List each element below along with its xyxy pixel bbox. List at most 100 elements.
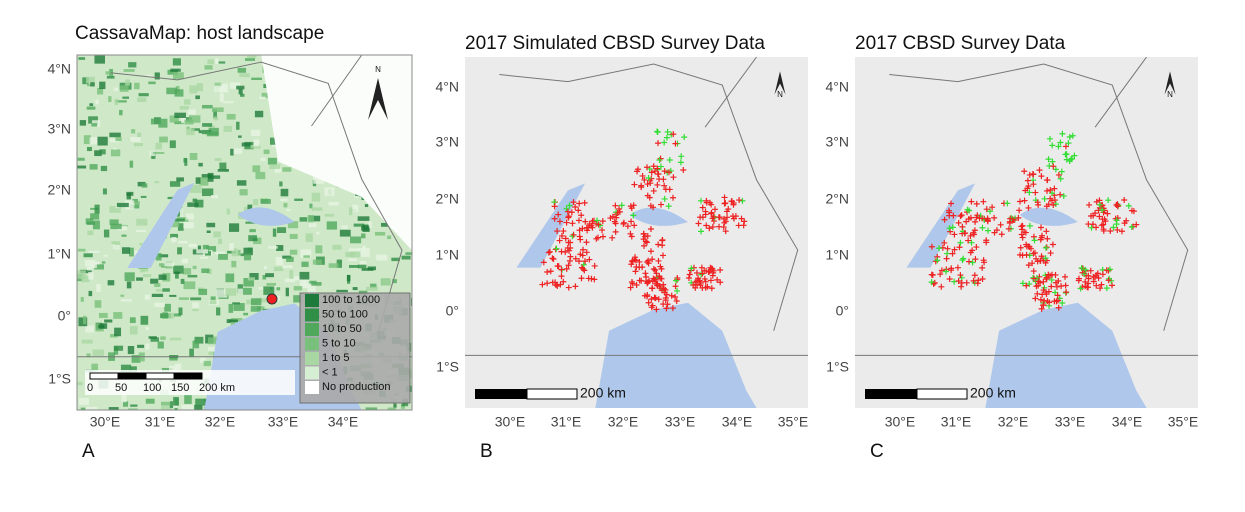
host-cell xyxy=(168,312,174,319)
survey-point xyxy=(566,202,573,209)
host-cell xyxy=(229,243,234,251)
host-cell xyxy=(210,296,216,302)
survey-point xyxy=(630,212,637,219)
survey-point xyxy=(663,305,670,312)
host-cell xyxy=(150,278,159,284)
survey-point xyxy=(1110,224,1117,231)
survey-point xyxy=(1099,207,1106,213)
host-cell xyxy=(79,120,87,126)
survey-point xyxy=(698,271,705,278)
survey-point xyxy=(556,237,563,244)
survey-point xyxy=(632,268,639,275)
survey-point xyxy=(633,281,640,288)
survey-point xyxy=(722,228,729,235)
host-cell xyxy=(181,258,189,264)
host-cell xyxy=(108,96,112,103)
survey-point xyxy=(644,181,651,188)
host-cell xyxy=(226,208,231,215)
survey-point xyxy=(1031,275,1038,282)
scale-bar-black xyxy=(475,389,527,399)
host-cell xyxy=(225,273,235,283)
survey-point xyxy=(1032,189,1039,196)
host-cell xyxy=(154,72,160,80)
host-cell xyxy=(175,85,180,93)
survey-point xyxy=(551,203,558,210)
survey-point xyxy=(644,192,651,199)
host-cell xyxy=(361,268,374,271)
lon-label: 32°E xyxy=(205,414,236,430)
host-cell xyxy=(89,164,98,170)
survey-point xyxy=(1052,166,1059,173)
host-cell xyxy=(202,188,214,197)
host-cell xyxy=(367,266,376,271)
survey-point xyxy=(1107,228,1114,235)
host-cell xyxy=(228,303,234,313)
north-label: N xyxy=(777,90,783,99)
host-cell xyxy=(311,282,322,286)
host-cell xyxy=(201,174,213,179)
host-cell xyxy=(155,142,162,150)
host-cell xyxy=(82,77,89,85)
host-cell xyxy=(301,261,309,267)
survey-point xyxy=(1062,273,1069,280)
survey-point xyxy=(1054,283,1060,290)
survey-point xyxy=(959,223,966,230)
host-cell xyxy=(155,289,163,292)
host-cell xyxy=(324,187,335,196)
survey-point xyxy=(563,265,570,272)
survey-point xyxy=(702,278,709,285)
host-cell xyxy=(130,204,140,209)
survey-point xyxy=(983,206,990,213)
survey-point xyxy=(712,206,719,213)
host-cell xyxy=(206,230,211,233)
host-cell xyxy=(328,201,339,206)
survey-point xyxy=(954,264,961,271)
host-cell xyxy=(348,207,353,216)
survey-point xyxy=(550,255,557,262)
legend-label: 10 to 50 xyxy=(322,323,362,335)
host-cell xyxy=(309,203,313,209)
host-cell xyxy=(374,231,386,236)
host-cell xyxy=(316,231,320,235)
host-cell xyxy=(109,132,121,138)
survey-point xyxy=(1037,257,1044,264)
survey-point xyxy=(1066,133,1073,140)
host-cell xyxy=(237,249,241,256)
survey-point xyxy=(595,234,602,241)
survey-point xyxy=(1109,282,1116,289)
survey-point xyxy=(699,204,706,211)
survey-point xyxy=(1025,262,1032,269)
host-cell xyxy=(83,135,91,145)
survey-point xyxy=(949,224,956,231)
survey-point xyxy=(1047,250,1054,257)
host-cell xyxy=(246,55,257,58)
host-cell xyxy=(171,236,177,243)
host-cell xyxy=(85,325,94,333)
survey-point xyxy=(665,203,672,210)
host-cell xyxy=(243,206,248,213)
survey-point xyxy=(656,176,663,183)
survey-point xyxy=(586,256,593,263)
host-cell xyxy=(289,249,298,255)
survey-point xyxy=(582,218,589,225)
survey-point xyxy=(640,236,647,243)
host-cell xyxy=(183,99,191,105)
host-cell xyxy=(106,75,115,79)
survey-point xyxy=(1055,143,1062,150)
host-cell xyxy=(197,245,202,252)
host-cell xyxy=(206,131,219,137)
survey-point xyxy=(627,284,634,291)
survey-point xyxy=(1099,216,1106,223)
survey-point xyxy=(653,270,660,277)
host-cell xyxy=(238,135,242,138)
host-cell xyxy=(252,199,259,206)
survey-point xyxy=(653,306,660,313)
survey-point xyxy=(569,220,576,227)
survey-point xyxy=(973,214,980,221)
survey-point xyxy=(1021,197,1028,204)
survey-point xyxy=(618,202,625,209)
survey-point xyxy=(1024,177,1031,184)
survey-point xyxy=(570,199,577,206)
survey-point xyxy=(1043,187,1050,194)
host-cell xyxy=(77,248,86,252)
